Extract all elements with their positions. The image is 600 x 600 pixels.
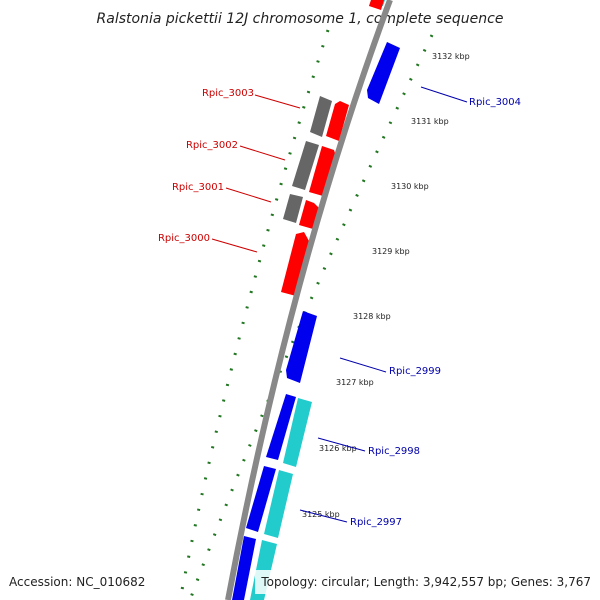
gene-arrow-rpic-2998	[283, 398, 312, 467]
leader-line	[339, 357, 387, 373]
gene-arrow	[246, 466, 276, 532]
gene-arrow-rpic-2997	[264, 470, 293, 538]
gene-arrow	[266, 394, 296, 460]
reverse-gene-labels: Rpic_3004 Rpic_2999 Rpic_2998 Rpic_2997	[299, 86, 521, 528]
leader-line	[211, 238, 258, 253]
leader-line	[420, 86, 468, 103]
leader-line	[239, 145, 286, 161]
leader-line	[254, 94, 301, 109]
reverse-strand-genes	[232, 0, 400, 600]
gene-arrow	[369, 0, 384, 10]
leader-line	[299, 509, 348, 523]
gene-label-rpic-3002: Rpic_3002	[186, 140, 238, 151]
gene-arrow-rpic-2999	[286, 311, 317, 383]
gene-arrow-rpic-3003	[326, 101, 349, 141]
tick-label: 3125 kbp	[302, 510, 340, 519]
gene-label-rpic-2999: Rpic_2999	[389, 366, 441, 377]
backbone	[225, 0, 393, 600]
gene-arrow-rpic-3002	[309, 146, 336, 196]
tick-label: 3129 kbp	[372, 247, 410, 256]
gene-label-rpic-3000: Rpic_3000	[158, 233, 210, 244]
leader-line	[225, 187, 272, 203]
gene-label-rpic-3004: Rpic_3004	[469, 97, 521, 108]
tick-labels: 3132 kbp 3131 kbp 3130 kbp 3129 kbp 3128…	[302, 52, 470, 519]
forward-gene-labels: Rpic_3003 Rpic_3002 Rpic_3001 Rpic_3000	[158, 88, 301, 253]
leader-line	[317, 437, 366, 452]
gene-block	[283, 194, 303, 223]
gene-arrow-rpic-3004	[367, 42, 400, 104]
gene-label-rpic-2998: Rpic_2998	[368, 446, 420, 457]
accession-text: Accession: NC_010682	[9, 575, 145, 589]
tick-label: 3132 kbp	[432, 52, 470, 61]
gene-label-rpic-2997: Rpic_2997	[350, 517, 402, 528]
tick-label: 3131 kbp	[411, 117, 449, 126]
map-title: Ralstonia pickettii 12J chromosome 1, co…	[97, 11, 504, 27]
gene-arrow-rpic-3000	[281, 232, 309, 296]
gene-label-rpic-3003: Rpic_3003	[202, 88, 254, 99]
footer-info-backdrop	[255, 570, 595, 594]
genome-info-text: Topology: circular; Length: 3,942,557 bp…	[260, 575, 591, 589]
gene-arrow	[232, 536, 256, 600]
gene-block	[310, 96, 332, 137]
tick-label: 3130 kbp	[391, 182, 429, 191]
tick-label: 3127 kbp	[336, 378, 374, 387]
tick-label: 3126 kbp	[319, 444, 357, 453]
gene-label-rpic-3001: Rpic_3001	[172, 182, 224, 193]
forward-strand-genes	[281, 0, 384, 296]
tick-label: 3128 kbp	[353, 312, 391, 321]
gene-block	[292, 141, 319, 190]
